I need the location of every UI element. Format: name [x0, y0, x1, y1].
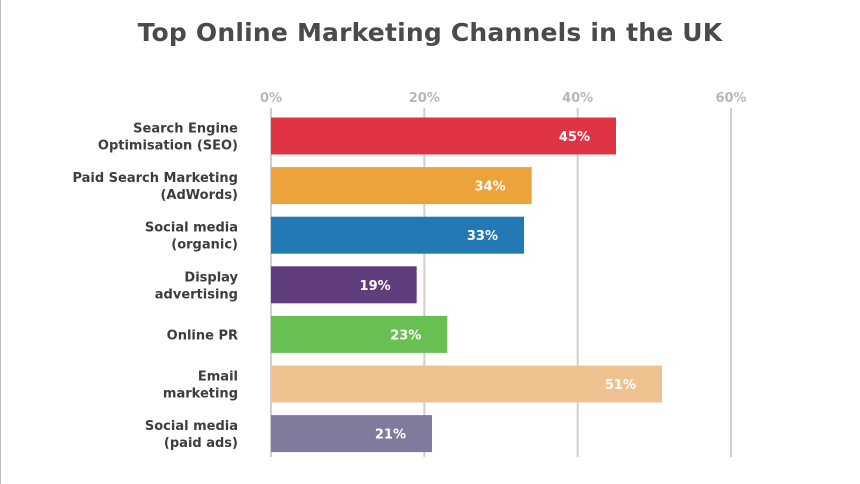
- bar-value-label: 23%: [390, 328, 421, 343]
- category-label: Online PR: [167, 328, 238, 343]
- category-label-line: Optimisation (SEO): [98, 139, 238, 154]
- bar: [271, 117, 616, 155]
- bar: [271, 415, 432, 453]
- category-label-line: Social media: [145, 419, 238, 434]
- category-label-line: marketing: [163, 387, 238, 402]
- x-tick-label: 0%: [260, 91, 282, 106]
- x-tick-label: 40%: [562, 91, 593, 106]
- category-label-line: (organic): [171, 238, 238, 253]
- bar-value-label: 21%: [375, 428, 406, 443]
- category-labels: Search Engine Optimisation (SEO) Paid Sear…: [72, 122, 238, 452]
- x-tick-label: 20%: [409, 91, 440, 106]
- category-label-line: Online PR: [167, 328, 238, 343]
- bar-value-label: 45%: [559, 130, 590, 145]
- x-tick-label: 60%: [715, 91, 746, 106]
- category-label-line: Search Engine: [133, 122, 238, 137]
- bars: [271, 117, 662, 453]
- category-label-line: Display: [184, 270, 238, 285]
- bar: [271, 365, 662, 403]
- category-label: Email marketing: [163, 370, 238, 402]
- bar-value-label: 19%: [360, 279, 391, 294]
- category-label-line: (AdWords): [160, 188, 238, 203]
- category-label: Social media (organic): [145, 221, 238, 253]
- category-label-line: advertising: [155, 287, 238, 302]
- bar: [271, 216, 524, 254]
- bar-value-label: 33%: [467, 229, 498, 244]
- category-label: Paid Search Marketing (AdWords): [72, 171, 238, 203]
- x-axis-ticks: 0% 20% 40% 60%: [260, 91, 747, 106]
- bar: [271, 167, 532, 205]
- bar: [271, 266, 417, 304]
- bar-value-label: 51%: [605, 378, 636, 393]
- category-label: Display advertising: [155, 270, 239, 302]
- category-label-line: Social media: [145, 221, 238, 236]
- category-label: Search Engine Optimisation (SEO): [98, 122, 238, 154]
- bar-value-label: 34%: [475, 180, 506, 195]
- category-label: Social media (paid ads): [145, 419, 238, 451]
- bar: [271, 315, 448, 353]
- category-label-line: Paid Search Marketing: [72, 171, 238, 186]
- category-label-line: (paid ads): [164, 436, 238, 451]
- value-labels: 45% 34% 33% 19% 23% 51% 21%: [360, 130, 636, 443]
- category-label-line: Email: [198, 370, 238, 385]
- chart-title: Top Online Marketing Channels in the UK: [137, 18, 723, 47]
